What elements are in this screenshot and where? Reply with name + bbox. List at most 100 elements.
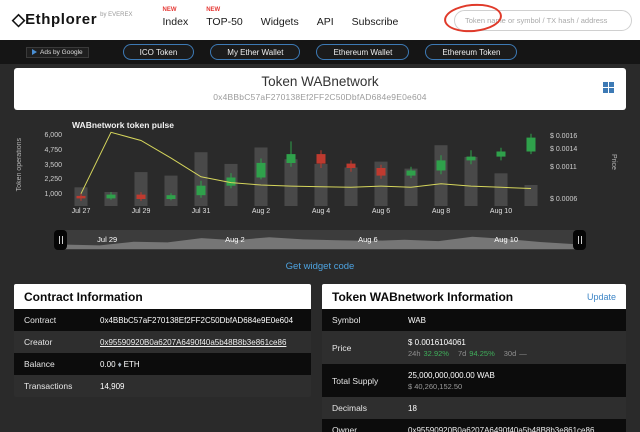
date-range-slider[interactable]: Jul 29 Aug 2 Aug 6 Aug 10 (54, 230, 586, 250)
volume-bar (344, 167, 358, 206)
row-label: Owner (332, 425, 358, 432)
token-address: 0x4BBbC57aF270138Ef2FF2C50DbfAD684e9E0e6… (213, 92, 427, 102)
eth-diamond-icon: ♦ (117, 359, 122, 369)
owner-address-link[interactable]: 0x95590920B0a6207A6490f40a5b48B8b3e861ce… (408, 425, 595, 432)
x-axis-label: Aug 10 (489, 208, 513, 215)
change-30d-label: 30d (503, 348, 517, 358)
widget-grid-icon[interactable] (603, 82, 614, 93)
price-changes: 24h 32.92% 7d 94.25% 30d — (408, 349, 530, 358)
update-link[interactable]: Update (586, 291, 616, 302)
nav-item-api[interactable]: API (317, 13, 334, 28)
balance-amount: 0.00 (100, 359, 116, 369)
ad-link-my-ether-wallet[interactable]: My Ether Wallet (210, 44, 301, 60)
price-value: $ 0.0016104061 24h 32.92% 7d 94.25% 30d — (408, 338, 536, 358)
get-widget-code-link[interactable]: Get widget code (285, 261, 355, 272)
ads-by-google-badge[interactable]: Ads by Google (26, 46, 89, 58)
slider-label: Aug 10 (494, 235, 519, 244)
chart-title: WABnetwork token pulse (72, 120, 175, 130)
row-label: Creator (24, 337, 53, 347)
nav-label-top50: TOP-50 (206, 15, 243, 28)
slider-label: Jul 29 (97, 235, 118, 244)
candle-body (76, 195, 86, 199)
volume-bar (524, 185, 538, 206)
candle-body (226, 177, 236, 186)
candle-body (256, 162, 266, 178)
ad-link-ico-token[interactable]: ICO Token (122, 44, 195, 60)
volume-bar (194, 152, 208, 206)
symbol-value: WAB (408, 315, 426, 325)
main-nav: NEW Index NEW TOP-50 Widgets API Subscri… (162, 7, 399, 28)
token-information-panel: Token WABnetwork Information Update Symb… (322, 284, 626, 432)
volume-bar (494, 173, 508, 206)
ethplorer-logo[interactable]: ◇ Ethplorer by EVEREX (12, 10, 133, 30)
table-row-contract: Contract 0x4BBbC57aF270138Ef2FF2C50DbfAD… (14, 309, 311, 331)
page-title: Token WABnetwork (261, 74, 379, 89)
new-badge: NEW (162, 6, 177, 13)
supply-amount: 25,000,000,000.00 WAB (408, 370, 495, 380)
nav-item-index[interactable]: NEW Index (162, 7, 189, 28)
table-row-decimals: Decimals 18 (322, 397, 626, 419)
x-axis-label: Aug 8 (431, 208, 451, 215)
table-row-price: Price $ 0.0016104061 24h 32.92% 7d 94.25% 30… (322, 331, 626, 364)
slider-label: Aug 6 (358, 235, 378, 244)
candle-body (526, 137, 536, 152)
left-axis-label: Token operations (16, 138, 23, 192)
volume-bar (314, 163, 328, 206)
slider-handle-right[interactable] (573, 230, 586, 250)
ad-bar: Ads by Google ICO Token My Ether Wallet … (0, 40, 640, 64)
row-label: Price (332, 342, 352, 353)
ad-link-ethereum-wallet[interactable]: Ethereum Wallet (316, 44, 410, 60)
nav-label-index: Index (162, 15, 189, 28)
x-axis-label: Aug 6 (371, 208, 391, 215)
candle-body (106, 194, 116, 199)
slider-handle-left[interactable] (54, 230, 67, 250)
nav-label-api: API (316, 15, 334, 28)
left-tick: 3,500 (44, 162, 62, 169)
nav-item-top50[interactable]: NEW TOP-50 (206, 7, 243, 28)
slider-minimap (66, 236, 574, 249)
row-label: Contract (24, 315, 57, 325)
row-label: Symbol (332, 315, 361, 325)
pulse-plot[interactable] (66, 130, 546, 206)
header: ◇ Ethplorer by EVEREX NEW Index NEW TOP-… (0, 0, 640, 40)
candle-body (346, 163, 356, 168)
search-input[interactable] (454, 9, 632, 31)
creator-address-link[interactable]: 0x95590920B0a6207A6490f40a5b48B8b3e861ce… (100, 337, 287, 347)
token-header-card: Token WABnetwork 0x4BBbC57aF270138Ef2FF2… (14, 68, 626, 110)
x-axis-label: Jul 27 (71, 208, 91, 215)
nav-label-subscribe: Subscribe (351, 15, 399, 28)
candle-body (406, 170, 416, 176)
table-row-creator: Creator 0x95590920B0a6207A6490f40a5b48B8… (14, 331, 311, 353)
volume-bar (434, 145, 448, 206)
balance-value: 0.00 ♦ ETH (100, 360, 146, 369)
x-axis-label: Aug 2 (251, 208, 271, 215)
logo-diamond-icon: ◇ (12, 10, 26, 29)
candle-body (496, 151, 506, 157)
right-tick: $ 0.0011 (550, 164, 577, 171)
table-row-transactions: Transactions 14,909 (14, 375, 311, 397)
contract-panel-title: Contract Information (24, 289, 143, 304)
volume-bar (464, 156, 478, 206)
transactions-value: 14,909 (100, 381, 125, 391)
supply-value: 25,000,000,000.00 WAB $ 40,260,152.50 (408, 371, 501, 391)
ad-links: ICO Token My Ether Wallet Ethereum Walle… (122, 44, 518, 60)
price-main: $ 0.0016104061 (408, 337, 466, 347)
adchoices-icon (32, 49, 37, 55)
token-panel-header: Token WABnetwork Information Update (322, 284, 626, 309)
table-row-owner: Owner 0x95590920B0a6207A6490f40a5b48B8b3… (322, 419, 626, 432)
logo-subtitle: by EVEREX (100, 12, 133, 18)
change-24h-label: 24h (408, 348, 421, 358)
right-tick: $ 0.0016 (550, 133, 578, 140)
nav-item-widgets[interactable]: Widgets (261, 13, 299, 28)
contract-address-value: 0x4BBbC57aF270138Ef2FF2C50DbfAD684e9E0e6… (100, 315, 294, 325)
ad-link-ethereum-token[interactable]: Ethereum Token (425, 44, 518, 60)
right-tick: $ 0.0006 (550, 196, 578, 203)
decimals-value: 18 (408, 403, 417, 413)
nav-item-subscribe[interactable]: Subscribe (352, 13, 399, 28)
new-badge: NEW (206, 6, 221, 13)
right-tick: $ 0.0014 (550, 146, 578, 153)
token-panel-title: Token WABnetwork Information (332, 289, 514, 304)
change-30d-value: — (519, 348, 527, 358)
x-axis-label: Jul 31 (191, 208, 211, 215)
